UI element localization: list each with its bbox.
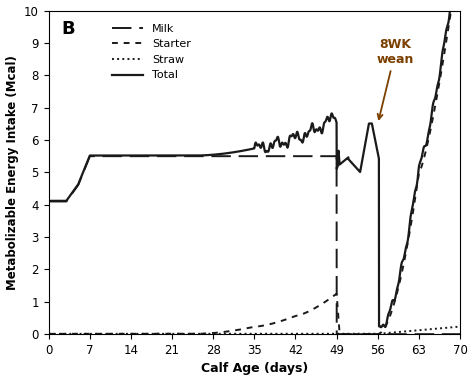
Text: 8WK
wean: 8WK wean [377,38,414,119]
Y-axis label: Metabolizable Energy Intake (Mcal): Metabolizable Energy Intake (Mcal) [6,55,18,290]
X-axis label: Calf Age (days): Calf Age (days) [201,362,308,375]
Legend: Milk, Starter, Straw, Total: Milk, Starter, Straw, Total [108,19,195,85]
Text: B: B [61,20,75,38]
